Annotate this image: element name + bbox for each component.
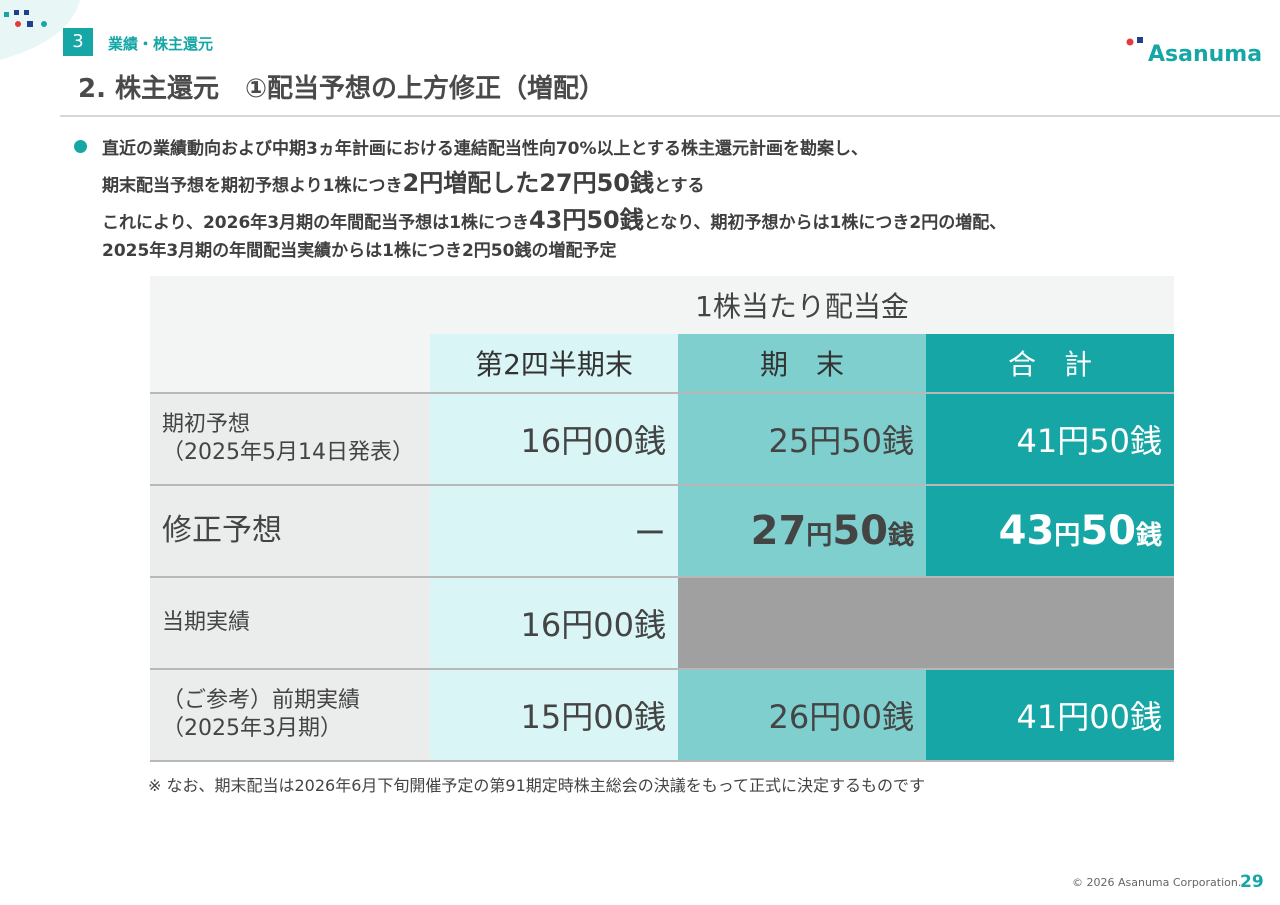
row-label-main: 当期実績	[150, 576, 430, 669]
value-unit: 円	[1054, 521, 1081, 551]
title-divider	[60, 115, 1280, 117]
row-label-sub: （2025年3月期）	[162, 716, 342, 741]
body-line-4: 2025年3月期の年間配当実績からは1株につき2円50銭の増配予定	[102, 241, 617, 261]
table-row: 修正予想 ー 27円50銭 43円50銭	[150, 484, 1174, 577]
value-unit: 銭	[887, 521, 914, 551]
body-line-3-a: これにより、2026年3月期の年間配当予想は1株につき	[102, 213, 529, 233]
table-row: 当期実績 16円00銭	[150, 576, 1174, 669]
dividend-table: 1株当たり配当金 第2四半期末 期 末 合 計 期初予想 （2025年5月14日…	[150, 276, 1174, 762]
body-line-1: 直近の業績動向および中期3ヵ年計画における連結配当性向70%以上とする株主還元計…	[102, 139, 869, 159]
cell-year-end: 25円50銭	[678, 392, 926, 485]
col-header-year-end: 期 末	[678, 334, 926, 393]
table-group-header: 1株当たり配当金	[430, 276, 1174, 334]
cell-q2: 15円00銭	[430, 668, 678, 761]
value-unit: 銭	[1135, 521, 1162, 551]
table-row: 期初予想 （2025年5月14日発表） 16円00銭 25円50銭 41円50銭	[150, 392, 1174, 485]
cell-year-end: 26円00銭	[678, 668, 926, 761]
logo-text: Asanuma	[1148, 42, 1263, 67]
value-number: 50	[1080, 508, 1136, 554]
value-number: 27	[750, 508, 807, 554]
page-title: 2. 株主還元 ①配当予想の上方修正（増配）	[78, 74, 606, 104]
row-label-main: 期初予想	[162, 412, 251, 437]
body-line-2-a: 期末配当予想を期初予想より1株につき	[102, 176, 403, 196]
row-label-sub: （2025年5月14日発表）	[162, 440, 414, 465]
cell-year-end-empty	[678, 576, 926, 669]
cell-q2: 16円00銭	[430, 576, 678, 669]
footnote: ※ なお、期末配当は2026年6月下旬開催予定の第91期定時株主総会の決議をもっ…	[148, 776, 925, 795]
row-label-main: （ご参考）前期実績	[162, 688, 361, 713]
asanuma-logo	[1126, 37, 1143, 46]
row-label-main: 修正予想	[150, 484, 430, 577]
table-row: （ご参考）前期実績 （2025年3月期） 15円00銭 26円00銭 41円00…	[150, 668, 1174, 761]
value-number: 50	[832, 508, 888, 554]
page-number: 29	[1240, 872, 1264, 892]
body-line-2: 期末配当予想を期初予想より1株につき2円増配した27円50銭とする	[102, 163, 705, 198]
row-label: （ご参考）前期実績 （2025年3月期）	[150, 668, 430, 761]
body-line-3-highlight: 43円50銭	[528, 206, 644, 234]
cell-total: 43円50銭	[926, 484, 1174, 577]
header-blank-2	[150, 334, 430, 393]
body-line-2-c: とする	[654, 176, 705, 196]
body-line-3: これにより、2026年3月期の年間配当予想は1株につき43円50銭となり、期初予…	[102, 200, 1006, 235]
cell-total: 41円00銭	[926, 668, 1174, 761]
col-header-q2: 第2四半期末	[430, 334, 678, 393]
col-header-total: 合 計	[926, 334, 1174, 393]
body-line-3-c: となり、期初予想からは1株につき2円の増配、	[643, 213, 1007, 233]
copyright: © 2026 Asanuma Corporation.	[1072, 876, 1242, 889]
value-unit: 円	[806, 521, 833, 551]
section-label: 業績・株主還元	[108, 35, 214, 53]
cell-year-end: 27円50銭	[678, 484, 926, 577]
header-blank	[150, 276, 430, 334]
corner-decoration	[0, 0, 80, 60]
body-line-2-highlight: 2円増配した27円50銭	[402, 169, 655, 197]
cell-q2: 16円00銭	[430, 392, 678, 485]
bullet-icon	[74, 140, 87, 153]
cell-total: 41円50銭	[926, 392, 1174, 485]
cell-q2: ー	[430, 484, 678, 577]
section-number: 3	[63, 28, 93, 56]
cell-total-empty	[926, 576, 1174, 669]
value-number: 43	[998, 508, 1055, 554]
row-label: 期初予想 （2025年5月14日発表）	[150, 392, 430, 485]
